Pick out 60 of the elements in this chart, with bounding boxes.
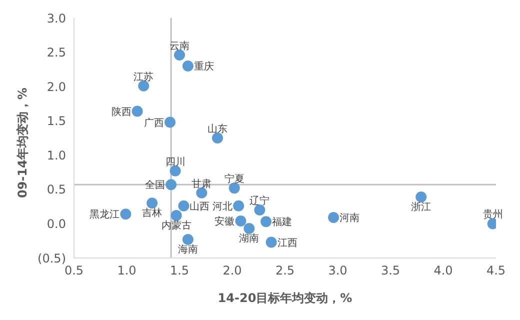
annotation: 河北 — [212, 200, 233, 212]
x-tick-label: 4.0 — [434, 264, 453, 278]
annotation: 甘肃 — [192, 178, 212, 190]
annotation: 云南 — [170, 40, 190, 52]
point — [235, 215, 246, 226]
annotation: 安徽 — [214, 216, 235, 228]
annotation: 四川 — [165, 156, 186, 168]
annotation: 海南 — [178, 244, 198, 256]
point — [166, 179, 177, 190]
point — [182, 234, 194, 245]
annotation: 宁夏 — [224, 173, 244, 186]
y-tick-label: 2.5 — [46, 46, 66, 60]
point — [178, 200, 190, 212]
point — [164, 116, 176, 128]
point — [328, 212, 340, 224]
annotation: 重庆 — [194, 60, 214, 73]
y-tick-label: 1.5 — [46, 114, 66, 128]
x-tick-label: 4.5 — [486, 264, 506, 278]
point — [174, 50, 185, 61]
annotation: 陕西 — [111, 106, 132, 118]
annotation: 广西 — [144, 116, 164, 129]
annotation: 湖南 — [239, 232, 260, 245]
y-tick-label: 0.0 — [46, 216, 66, 231]
annotation: 黑龙江 — [90, 208, 120, 221]
point — [120, 208, 132, 220]
x-tick-label: 2.5 — [275, 264, 295, 278]
x-tick-label: 1.5 — [170, 264, 190, 278]
annotation: 河南 — [340, 212, 360, 224]
x-tick-label: 2.0 — [222, 264, 242, 278]
y-tick-label: 0.5 — [46, 182, 66, 197]
point — [182, 60, 194, 72]
point — [266, 236, 277, 248]
annotation: 山西 — [190, 200, 210, 212]
y-tick-label: 2.0 — [46, 80, 66, 94]
annotation: 山东 — [207, 123, 228, 135]
point — [254, 204, 266, 216]
annotation: 内蒙古 — [161, 220, 192, 232]
annotation: 吉林 — [142, 207, 162, 220]
y-tick-label: 1.0 — [46, 148, 66, 162]
point — [416, 191, 427, 202]
annotation: 辽宁 — [250, 195, 270, 207]
x-tick-label: 1.0 — [117, 264, 136, 278]
point — [212, 132, 223, 144]
annotation: 贵州 — [482, 208, 503, 221]
x-axis-title: 14-20目标年均变动，% — [218, 291, 352, 305]
point — [228, 182, 240, 194]
point — [233, 200, 244, 212]
annotation: 江西 — [277, 236, 298, 249]
annotation: 全国 — [145, 179, 166, 192]
annotation: 福建 — [272, 216, 292, 228]
x-tick-label: 3.0 — [328, 264, 348, 278]
point — [132, 106, 143, 117]
y-tick-label: 3.0 — [46, 11, 66, 26]
x-tick-label: 0.5 — [64, 264, 84, 278]
x-tick-label: 3.5 — [380, 264, 400, 278]
point — [260, 216, 272, 228]
annotation: 江苏 — [134, 70, 154, 83]
y-tick-label: (0.5) — [38, 251, 66, 266]
y-axis-title: 09-14年均变动，% — [15, 88, 30, 198]
annotation: 浙江 — [411, 201, 432, 214]
